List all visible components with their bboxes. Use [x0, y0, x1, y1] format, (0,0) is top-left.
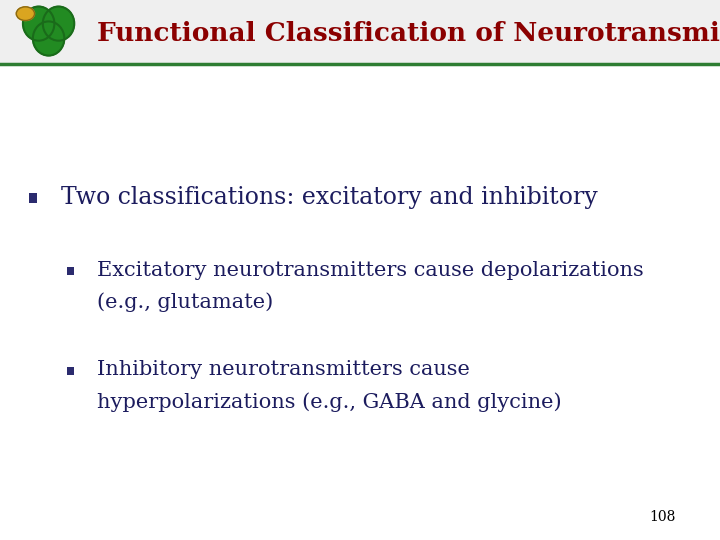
- Bar: [29, 193, 37, 202]
- Bar: [0, 0, 720, 64]
- Text: Excitatory neurotransmitters cause depolarizations: Excitatory neurotransmitters cause depol…: [97, 260, 644, 280]
- Text: Two classifications: excitatory and inhibitory: Two classifications: excitatory and inhi…: [61, 186, 598, 208]
- Text: 108: 108: [649, 510, 675, 524]
- Ellipse shape: [17, 7, 35, 21]
- Ellipse shape: [23, 6, 55, 40]
- Text: (e.g., glutamate): (e.g., glutamate): [97, 293, 274, 312]
- Bar: [67, 367, 74, 375]
- Ellipse shape: [42, 6, 74, 40]
- Ellipse shape: [33, 22, 64, 56]
- Text: Functional Classification of Neurotransmitters: Functional Classification of Neurotransm…: [97, 21, 720, 46]
- Bar: [67, 267, 74, 275]
- Text: Inhibitory neurotransmitters cause: Inhibitory neurotransmitters cause: [97, 360, 470, 380]
- Text: hyperpolarizations (e.g., GABA and glycine): hyperpolarizations (e.g., GABA and glyci…: [97, 393, 562, 412]
